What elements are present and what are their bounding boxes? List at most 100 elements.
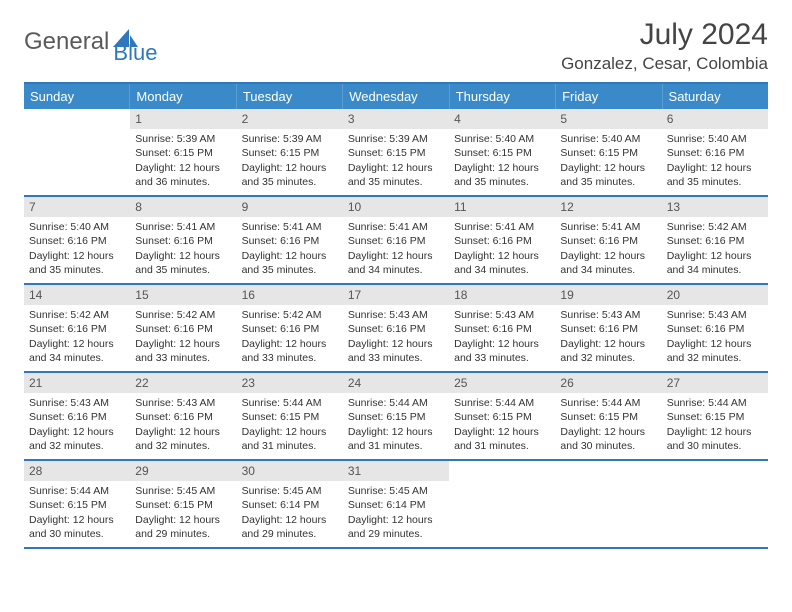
calendar-header-cell: Wednesday [343, 84, 449, 109]
day-number: 18 [449, 285, 555, 305]
day-cell: 30Sunrise: 5:45 AMSunset: 6:14 PMDayligh… [237, 461, 343, 547]
day-body: Sunrise: 5:42 AMSunset: 6:16 PMDaylight:… [237, 305, 343, 369]
daylight-text: Daylight: 12 hours and 33 minutes. [242, 337, 338, 365]
calendar-header-row: SundayMondayTuesdayWednesdayThursdayFrid… [24, 84, 768, 109]
daylight-text: Daylight: 12 hours and 35 minutes. [667, 161, 763, 189]
sunset-text: Sunset: 6:15 PM [348, 410, 444, 424]
day-number: 15 [130, 285, 236, 305]
day-cell: 25Sunrise: 5:44 AMSunset: 6:15 PMDayligh… [449, 373, 555, 459]
daylight-text: Daylight: 12 hours and 31 minutes. [242, 425, 338, 453]
sunrise-text: Sunrise: 5:43 AM [454, 308, 550, 322]
location: Gonzalez, Cesar, Colombia [561, 54, 768, 74]
calendar-header-cell: Tuesday [237, 84, 343, 109]
day-cell: 23Sunrise: 5:44 AMSunset: 6:15 PMDayligh… [237, 373, 343, 459]
day-body: Sunrise: 5:44 AMSunset: 6:15 PMDaylight:… [449, 393, 555, 457]
day-cell: 27Sunrise: 5:44 AMSunset: 6:15 PMDayligh… [662, 373, 768, 459]
day-cell: 11Sunrise: 5:41 AMSunset: 6:16 PMDayligh… [449, 197, 555, 283]
sunrise-text: Sunrise: 5:39 AM [242, 132, 338, 146]
sunset-text: Sunset: 6:16 PM [560, 322, 656, 336]
sunrise-text: Sunrise: 5:43 AM [29, 396, 125, 410]
week-row: 28Sunrise: 5:44 AMSunset: 6:15 PMDayligh… [24, 461, 768, 549]
daylight-text: Daylight: 12 hours and 35 minutes. [560, 161, 656, 189]
daylight-text: Daylight: 12 hours and 35 minutes. [454, 161, 550, 189]
sunrise-text: Sunrise: 5:44 AM [560, 396, 656, 410]
day-body: Sunrise: 5:44 AMSunset: 6:15 PMDaylight:… [662, 393, 768, 457]
sunrise-text: Sunrise: 5:39 AM [348, 132, 444, 146]
day-body: Sunrise: 5:41 AMSunset: 6:16 PMDaylight:… [237, 217, 343, 281]
daylight-text: Daylight: 12 hours and 32 minutes. [135, 425, 231, 453]
day-cell [449, 461, 555, 547]
day-number: 23 [237, 373, 343, 393]
day-cell: 9Sunrise: 5:41 AMSunset: 6:16 PMDaylight… [237, 197, 343, 283]
daylight-text: Daylight: 12 hours and 33 minutes. [454, 337, 550, 365]
title-block: July 2024 Gonzalez, Cesar, Colombia [561, 18, 768, 74]
day-number: 25 [449, 373, 555, 393]
sunset-text: Sunset: 6:15 PM [454, 146, 550, 160]
day-number: 11 [449, 197, 555, 217]
sunrise-text: Sunrise: 5:43 AM [667, 308, 763, 322]
day-number: 28 [24, 461, 130, 481]
day-cell: 20Sunrise: 5:43 AMSunset: 6:16 PMDayligh… [662, 285, 768, 371]
calendar-header-cell: Monday [130, 84, 236, 109]
sunset-text: Sunset: 6:16 PM [348, 322, 444, 336]
day-body: Sunrise: 5:39 AMSunset: 6:15 PMDaylight:… [130, 129, 236, 193]
day-number: 29 [130, 461, 236, 481]
sunset-text: Sunset: 6:15 PM [29, 498, 125, 512]
day-body: Sunrise: 5:43 AMSunset: 6:16 PMDaylight:… [343, 305, 449, 369]
day-body: Sunrise: 5:43 AMSunset: 6:16 PMDaylight:… [24, 393, 130, 457]
calendar: SundayMondayTuesdayWednesdayThursdayFrid… [24, 82, 768, 549]
sunrise-text: Sunrise: 5:43 AM [348, 308, 444, 322]
sunrise-text: Sunrise: 5:42 AM [242, 308, 338, 322]
month-title: July 2024 [561, 18, 768, 52]
day-number: 8 [130, 197, 236, 217]
sunrise-text: Sunrise: 5:45 AM [348, 484, 444, 498]
sunset-text: Sunset: 6:16 PM [242, 322, 338, 336]
day-number: 16 [237, 285, 343, 305]
sunset-text: Sunset: 6:16 PM [29, 322, 125, 336]
sunrise-text: Sunrise: 5:40 AM [29, 220, 125, 234]
day-cell: 22Sunrise: 5:43 AMSunset: 6:16 PMDayligh… [130, 373, 236, 459]
sunset-text: Sunset: 6:15 PM [242, 146, 338, 160]
sunset-text: Sunset: 6:16 PM [667, 146, 763, 160]
day-cell: 5Sunrise: 5:40 AMSunset: 6:15 PMDaylight… [555, 109, 661, 195]
sunset-text: Sunset: 6:15 PM [454, 410, 550, 424]
day-cell [662, 461, 768, 547]
sunset-text: Sunset: 6:15 PM [348, 146, 444, 160]
day-cell: 31Sunrise: 5:45 AMSunset: 6:14 PMDayligh… [343, 461, 449, 547]
day-number: 24 [343, 373, 449, 393]
sunrise-text: Sunrise: 5:39 AM [135, 132, 231, 146]
day-cell: 4Sunrise: 5:40 AMSunset: 6:15 PMDaylight… [449, 109, 555, 195]
sunset-text: Sunset: 6:16 PM [242, 234, 338, 248]
day-body: Sunrise: 5:45 AMSunset: 6:15 PMDaylight:… [130, 481, 236, 545]
daylight-text: Daylight: 12 hours and 31 minutes. [454, 425, 550, 453]
daylight-text: Daylight: 12 hours and 34 minutes. [560, 249, 656, 277]
day-body: Sunrise: 5:40 AMSunset: 6:15 PMDaylight:… [555, 129, 661, 193]
day-number [555, 461, 661, 465]
day-number: 12 [555, 197, 661, 217]
day-body: Sunrise: 5:39 AMSunset: 6:15 PMDaylight:… [343, 129, 449, 193]
day-cell: 18Sunrise: 5:43 AMSunset: 6:16 PMDayligh… [449, 285, 555, 371]
day-cell: 13Sunrise: 5:42 AMSunset: 6:16 PMDayligh… [662, 197, 768, 283]
day-cell: 17Sunrise: 5:43 AMSunset: 6:16 PMDayligh… [343, 285, 449, 371]
day-cell: 29Sunrise: 5:45 AMSunset: 6:15 PMDayligh… [130, 461, 236, 547]
sunrise-text: Sunrise: 5:42 AM [667, 220, 763, 234]
daylight-text: Daylight: 12 hours and 36 minutes. [135, 161, 231, 189]
day-body: Sunrise: 5:42 AMSunset: 6:16 PMDaylight:… [662, 217, 768, 281]
day-cell: 6Sunrise: 5:40 AMSunset: 6:16 PMDaylight… [662, 109, 768, 195]
sunrise-text: Sunrise: 5:41 AM [454, 220, 550, 234]
sunrise-text: Sunrise: 5:41 AM [560, 220, 656, 234]
day-body: Sunrise: 5:45 AMSunset: 6:14 PMDaylight:… [343, 481, 449, 545]
sunrise-text: Sunrise: 5:40 AM [560, 132, 656, 146]
sunset-text: Sunset: 6:14 PM [348, 498, 444, 512]
day-body: Sunrise: 5:43 AMSunset: 6:16 PMDaylight:… [449, 305, 555, 369]
sunrise-text: Sunrise: 5:43 AM [560, 308, 656, 322]
sunrise-text: Sunrise: 5:45 AM [135, 484, 231, 498]
calendar-header-cell: Sunday [24, 84, 130, 109]
day-cell: 8Sunrise: 5:41 AMSunset: 6:16 PMDaylight… [130, 197, 236, 283]
day-cell: 26Sunrise: 5:44 AMSunset: 6:15 PMDayligh… [555, 373, 661, 459]
sunset-text: Sunset: 6:15 PM [560, 146, 656, 160]
day-number [24, 109, 130, 113]
sunrise-text: Sunrise: 5:41 AM [242, 220, 338, 234]
sunrise-text: Sunrise: 5:44 AM [242, 396, 338, 410]
day-body: Sunrise: 5:40 AMSunset: 6:15 PMDaylight:… [449, 129, 555, 193]
